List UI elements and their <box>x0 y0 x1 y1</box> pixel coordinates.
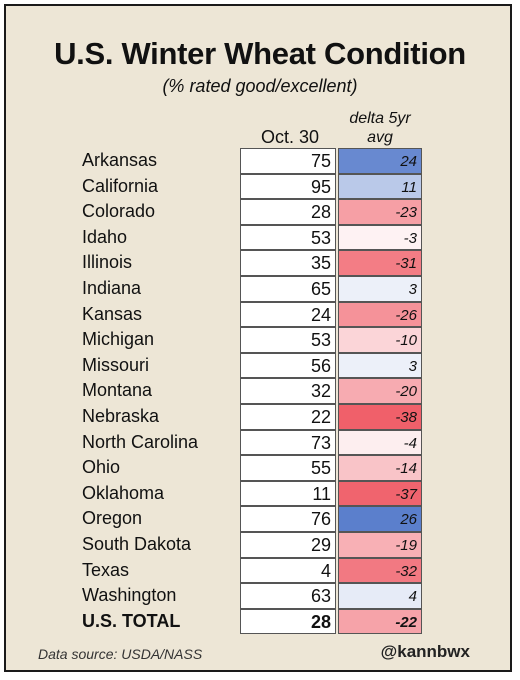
state-label: Oklahoma <box>82 482 165 503</box>
value-cell: 4 <box>240 557 336 584</box>
state-label: Kansas <box>82 303 143 324</box>
state-label: Montana <box>82 380 153 401</box>
state-label: Missouri <box>82 354 150 375</box>
delta-cell: -23 <box>338 199 422 225</box>
state-label: Colorado <box>82 201 156 222</box>
value-cell: 24 <box>240 301 336 328</box>
author-handle: @kannbwx <box>380 642 470 661</box>
value-cell: 29 <box>240 532 336 558</box>
value-cell: 35 <box>240 250 336 276</box>
data-source: Data source: USDA/NASS <box>38 646 203 662</box>
delta-cell: -19 <box>338 532 422 558</box>
chart-title: U.S. Winter Wheat Condition <box>54 36 466 71</box>
state-label: Illinois <box>82 252 133 273</box>
delta-cell: -14 <box>338 455 422 481</box>
delta-cell: -32 <box>338 557 422 584</box>
column-header-date: Oct. 30 <box>260 127 320 147</box>
value-cell: 76 <box>240 506 336 532</box>
column-header-delta: delta 5yr avg <box>338 109 422 147</box>
total-delta-cell: -22 <box>338 608 422 635</box>
value-cell: 53 <box>240 327 336 353</box>
state-label: North Carolina <box>82 431 199 452</box>
delta-cell: -37 <box>338 480 422 507</box>
state-label: Indiana <box>82 278 142 298</box>
delta-cell: -26 <box>338 301 422 328</box>
value-cell: 55 <box>240 455 336 481</box>
state-label: Arkansas <box>82 150 158 170</box>
value-cell: 53 <box>240 224 336 251</box>
delta-cell: -4 <box>338 429 422 456</box>
value-cell: 95 <box>240 173 336 200</box>
delta-cell: -20 <box>338 378 422 404</box>
value-cell: 75 <box>240 148 336 174</box>
delta-cell: -3 <box>338 224 422 251</box>
value-cell: 22 <box>240 404 336 430</box>
state-label: Oregon <box>82 508 143 529</box>
delta-cell: 24 <box>338 148 422 174</box>
value-cell: 63 <box>240 583 336 609</box>
state-label: Texas <box>82 559 130 580</box>
delta-cell: 4 <box>338 583 422 609</box>
delta-cell: -38 <box>338 404 422 430</box>
state-label: South Dakota <box>82 534 192 554</box>
value-cell: 32 <box>240 378 336 404</box>
value-cell: 56 <box>240 352 336 379</box>
total-value-cell: 28 <box>240 608 336 635</box>
delta-cell: 3 <box>338 352 422 379</box>
delta-cell: -31 <box>338 250 422 276</box>
total-label: U.S. TOTAL <box>82 610 181 631</box>
delta-cell: 26 <box>338 506 422 532</box>
state-label: Washington <box>82 585 177 606</box>
state-label: California <box>82 175 159 196</box>
delta-cell: 3 <box>338 276 422 302</box>
column-header-delta-line2: avg <box>367 129 393 146</box>
delta-cell: -10 <box>338 327 422 353</box>
state-label: Ohio <box>82 457 121 478</box>
value-cell: 65 <box>240 276 336 302</box>
value-cell: 11 <box>240 480 336 507</box>
chart-frame: U.S. Winter Wheat Condition (% rated goo… <box>4 4 512 672</box>
delta-cell: 11 <box>338 173 422 200</box>
state-label: Michigan <box>82 329 155 350</box>
column-header-delta-line1: delta 5yr <box>349 110 411 127</box>
chart-subtitle: (% rated good/excellent) <box>162 76 358 96</box>
state-label: Idaho <box>82 226 128 247</box>
state-label: Nebraska <box>82 406 160 426</box>
value-cell: 73 <box>240 429 336 456</box>
value-cell: 28 <box>240 199 336 225</box>
